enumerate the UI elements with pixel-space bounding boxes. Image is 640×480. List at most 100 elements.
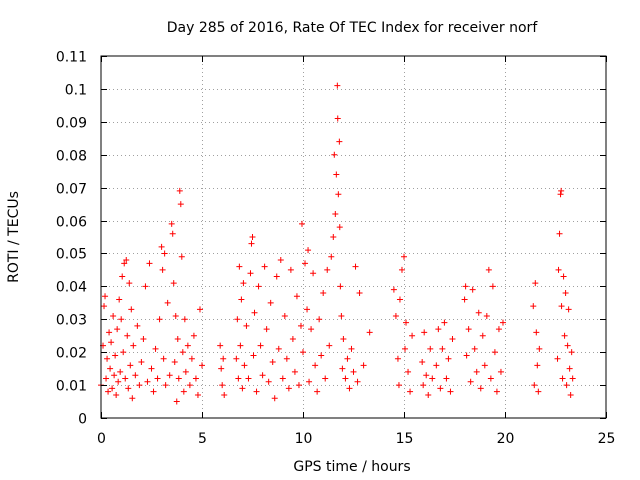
data-point <box>120 349 127 356</box>
data-point <box>234 316 241 323</box>
data-point <box>281 312 288 319</box>
data-point <box>409 332 416 339</box>
data-point <box>162 382 169 389</box>
data-point <box>169 230 176 237</box>
data-point <box>248 240 255 247</box>
y-tick-label: 0.04 <box>56 280 87 296</box>
data-point <box>235 375 242 382</box>
data-point <box>322 375 329 382</box>
data-point <box>166 372 173 379</box>
data-point <box>333 171 340 178</box>
data-point <box>105 388 112 395</box>
data-point <box>199 362 205 369</box>
data-point <box>437 385 444 392</box>
data-point <box>398 266 405 273</box>
data-point <box>561 332 568 339</box>
data-point <box>402 345 409 352</box>
data-point <box>326 342 333 349</box>
data-point <box>435 326 442 333</box>
data-point <box>462 283 469 290</box>
data-point <box>168 220 175 227</box>
y-tick-label: 0.08 <box>56 149 87 165</box>
data-point <box>112 352 119 359</box>
data-point <box>563 382 570 389</box>
data-point <box>534 362 541 369</box>
data-point <box>174 336 181 343</box>
data-point <box>310 270 317 277</box>
data-point <box>421 329 428 336</box>
data-point <box>239 385 246 392</box>
data-point <box>429 375 436 382</box>
data-point <box>314 388 321 395</box>
data-point <box>481 362 488 369</box>
data-point <box>192 375 199 382</box>
data-point <box>113 391 120 398</box>
data-point <box>447 388 454 395</box>
data-point <box>236 263 243 270</box>
data-point <box>277 257 284 264</box>
data-point <box>473 368 480 375</box>
data-point <box>312 362 319 369</box>
data-point <box>569 375 576 382</box>
data-point <box>107 365 114 372</box>
data-point <box>154 375 161 382</box>
data-point <box>136 382 143 389</box>
data-point <box>161 250 168 257</box>
data-point <box>102 293 109 300</box>
data-point <box>344 355 351 362</box>
data-point <box>555 266 562 273</box>
data-point <box>251 309 258 316</box>
data-point <box>354 378 361 385</box>
data-point <box>129 395 136 402</box>
data-point <box>127 362 134 369</box>
data-point <box>241 362 248 369</box>
x-tick-label: 20 <box>497 431 515 447</box>
data-point <box>342 375 349 382</box>
data-point <box>489 283 496 290</box>
data-point <box>128 306 135 313</box>
data-point <box>352 263 359 270</box>
data-point <box>178 253 185 260</box>
y-tick-label: 0.06 <box>56 215 87 231</box>
x-axis-label: GPS time / hours <box>293 459 410 475</box>
data-point <box>104 355 111 362</box>
data-point <box>320 289 327 296</box>
data-point <box>433 362 440 369</box>
data-point <box>304 306 311 313</box>
data-point <box>217 342 224 349</box>
data-point <box>121 260 128 267</box>
data-point <box>144 378 151 385</box>
data-point <box>425 391 432 398</box>
data-point <box>396 296 403 303</box>
data-point <box>267 299 274 306</box>
data-point <box>283 355 290 362</box>
data-point <box>338 312 345 319</box>
y-tick-label: 0.02 <box>56 346 87 362</box>
data-point <box>403 319 410 326</box>
y-tick-label: 0.09 <box>56 116 87 132</box>
data-point <box>164 299 171 306</box>
data-point <box>328 253 335 260</box>
data-point <box>184 342 191 349</box>
data-point <box>316 316 323 323</box>
data-point <box>181 316 188 323</box>
data-point <box>180 388 187 395</box>
data-point <box>298 220 305 227</box>
data-point <box>427 345 434 352</box>
axes: 0 0.01 0.02 0.03 0.04 0.05 0.06 0.07 0.08 0.09 0.1… <box>56 50 616 448</box>
data-point <box>558 187 565 194</box>
plot-frame <box>100 55 607 419</box>
data-point <box>306 378 313 385</box>
data-point <box>536 345 543 352</box>
data-point <box>300 349 306 356</box>
data-point <box>152 345 159 352</box>
data-point <box>175 375 182 382</box>
data-point <box>420 382 427 389</box>
data-point <box>356 289 363 296</box>
data-point <box>186 382 193 389</box>
data-point <box>348 345 355 352</box>
data-point <box>335 191 342 198</box>
data-point <box>116 296 123 303</box>
data-point <box>407 388 414 395</box>
data-point <box>336 224 343 231</box>
